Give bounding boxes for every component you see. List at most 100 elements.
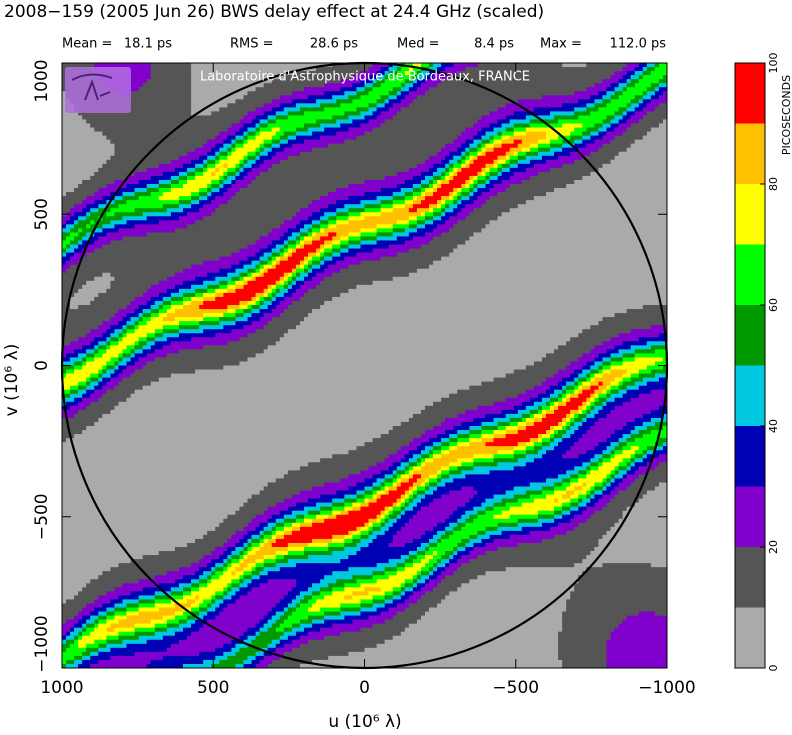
contour-band [166, 353, 256, 358]
contour-band [521, 147, 531, 153]
contour-band [364, 647, 559, 653]
contour-band [425, 75, 434, 80]
contour-band [126, 200, 180, 205]
contour-band [263, 264, 273, 270]
contour-band [465, 510, 478, 516]
contour-band [356, 135, 458, 141]
contour-band [477, 196, 490, 201]
contour-band [566, 184, 668, 189]
contour-band [412, 200, 422, 205]
contour-band [404, 95, 418, 100]
contour-band [215, 607, 224, 612]
contour-band [106, 607, 115, 612]
contour-band [570, 506, 579, 512]
contour-band [594, 494, 603, 499]
contour-band [94, 248, 240, 253]
contour-band [62, 551, 160, 556]
contour-band [227, 103, 265, 108]
contour-band [425, 611, 563, 616]
contour-band [308, 232, 313, 237]
contour-band [546, 159, 575, 165]
contour-band [485, 167, 490, 173]
contour-band [529, 175, 583, 181]
contour-band [174, 631, 192, 637]
contour-band [271, 260, 277, 266]
contour-band [207, 579, 212, 584]
contour-band [433, 490, 450, 495]
contour-band [634, 458, 644, 463]
contour-band [566, 426, 571, 431]
contour-band [191, 91, 248, 96]
contour-band [195, 288, 208, 294]
contour-band [412, 563, 426, 568]
contour-band [154, 349, 180, 354]
contour-band [630, 434, 644, 439]
contour-band [138, 321, 148, 326]
contour-band [598, 458, 603, 463]
contour-band [170, 184, 184, 189]
contour-band [195, 171, 204, 177]
contour-band [312, 591, 321, 596]
contour-band [255, 296, 261, 302]
contour-band [372, 599, 386, 604]
contour-band [437, 67, 446, 72]
contour-band [150, 63, 192, 68]
contour-band [62, 655, 75, 661]
contour-band [654, 107, 668, 112]
contour-band [263, 268, 269, 274]
contour-band [606, 474, 611, 479]
contour-band [554, 506, 563, 512]
contour-band [481, 167, 486, 173]
contour-band [170, 373, 507, 378]
contour-band [433, 450, 442, 455]
contour-band [312, 256, 321, 262]
contour-band [332, 115, 349, 120]
contour-band [207, 611, 220, 616]
contour-band [622, 426, 636, 431]
contour-band [312, 659, 563, 665]
contour-band [558, 498, 571, 504]
contour-band [558, 643, 607, 649]
contour-band [412, 79, 418, 84]
contour-band [207, 151, 216, 157]
contour-band [558, 430, 567, 435]
contour-band [457, 587, 575, 592]
contour-band [94, 619, 99, 625]
contour-band [78, 639, 95, 645]
contour-band [570, 409, 579, 415]
contour-band [118, 595, 140, 600]
contour-band [441, 474, 450, 479]
contour-band [457, 192, 462, 197]
contour-band [324, 248, 333, 253]
contour-band [94, 127, 228, 132]
x-tick-label: 500 [197, 678, 229, 698]
contour-band [134, 171, 164, 177]
contour-band [437, 551, 446, 556]
contour-band [392, 534, 422, 540]
contour-band [546, 135, 559, 141]
contour-band [106, 135, 216, 141]
stat-label: Max = [540, 37, 582, 52]
contour-band [308, 555, 349, 560]
contour-band [505, 567, 587, 572]
contour-band [138, 357, 156, 362]
contour-band [352, 591, 369, 596]
contour-band [74, 434, 382, 439]
contour-band [332, 236, 341, 241]
contour-band [420, 192, 426, 197]
contour-band [243, 155, 248, 161]
contour-band [598, 353, 611, 358]
contour-band [78, 244, 87, 249]
contour-band [243, 139, 248, 145]
contour-band [610, 631, 668, 637]
contour-band [348, 244, 361, 249]
contour-band [437, 167, 446, 173]
contour-band [566, 397, 571, 403]
contour-band [388, 526, 402, 532]
contour-band [158, 196, 180, 201]
contour-band [662, 91, 668, 96]
contour-band [308, 264, 313, 270]
contour-band [86, 212, 91, 217]
contour-band [566, 385, 575, 391]
contour-band [376, 79, 386, 84]
